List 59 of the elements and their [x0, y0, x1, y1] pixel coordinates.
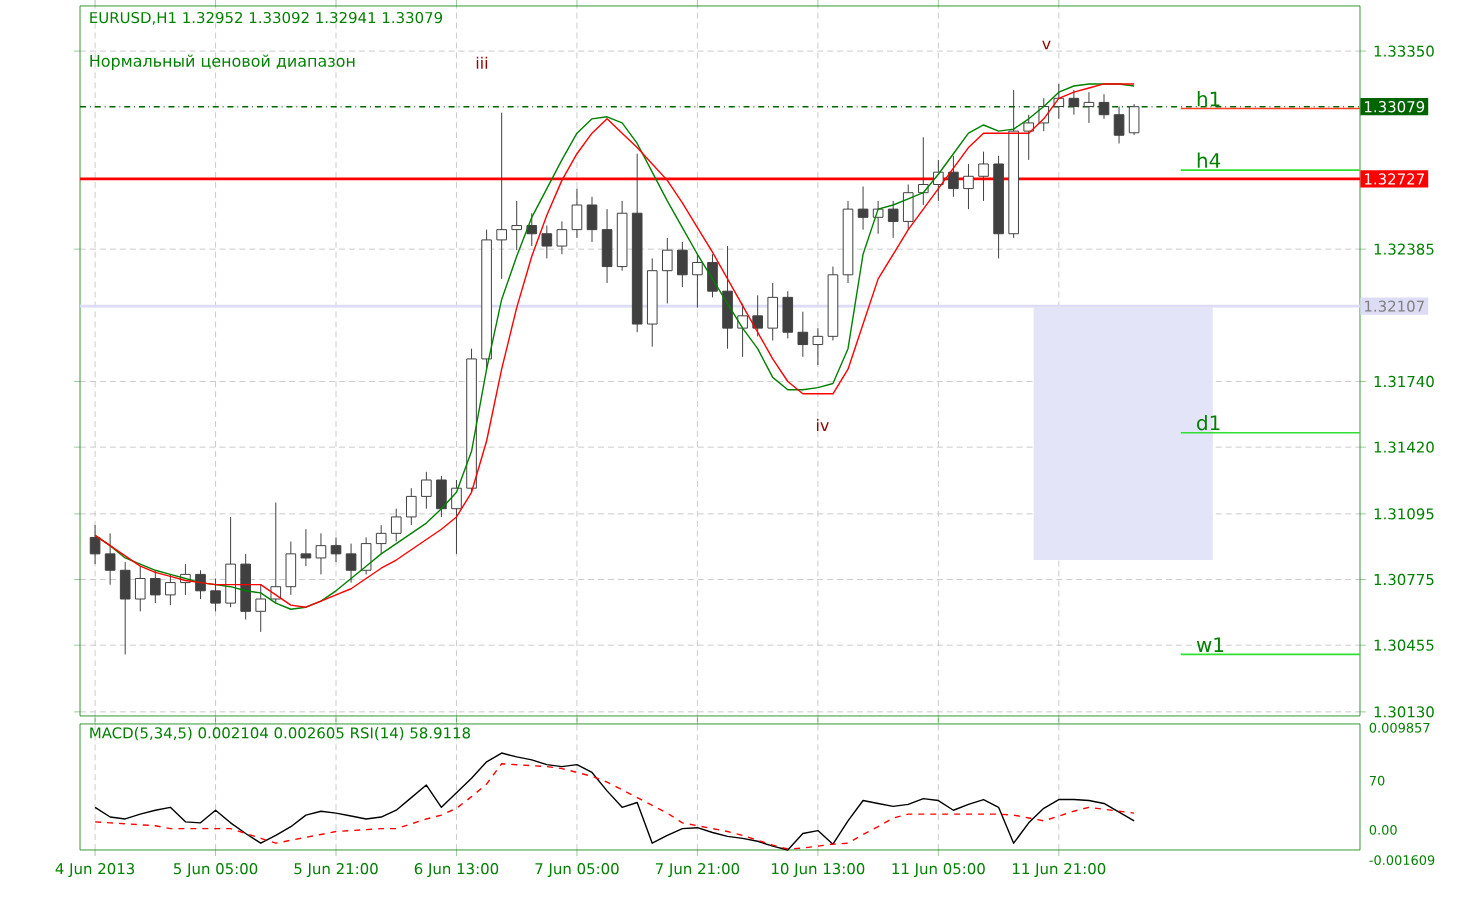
candlestick: [902, 183, 914, 231]
candlestick: [511, 200, 523, 251]
candlestick: [1113, 106, 1125, 144]
candlestick: [210, 577, 221, 612]
candlestick: [270, 502, 282, 604]
candlestick: [330, 536, 342, 563]
candlestick: [165, 573, 176, 606]
candlestick: [119, 561, 131, 655]
candlestick: [89, 524, 101, 565]
candlestick: [797, 311, 809, 358]
candlestick: [752, 294, 763, 337]
candlestick: [948, 155, 959, 198]
ref-line-label: d1: [1197, 414, 1220, 431]
candlestick: [149, 569, 161, 604]
candlestick: [1023, 114, 1035, 161]
candlestick: [255, 584, 267, 633]
candlestick: [586, 196, 598, 243]
candlestick: [1128, 103, 1140, 136]
candlestick: [677, 241, 688, 288]
ref-line-label: h4: [1197, 152, 1221, 168]
candlestick: [1098, 93, 1110, 120]
candlestick: [812, 327, 824, 366]
candlestick: [300, 528, 312, 567]
candlestick: [195, 569, 206, 600]
candlestick: [375, 524, 387, 555]
candlestick: [978, 151, 989, 202]
candlestick: [722, 245, 733, 350]
candlestick: [556, 220, 568, 255]
candlestick: [782, 290, 794, 339]
candlestick: [451, 479, 462, 555]
candlestick: [345, 543, 357, 584]
candlestick: [707, 253, 718, 298]
candlestick: [1068, 89, 1080, 116]
ref-line-label: h1: [1197, 91, 1220, 107]
candlestick: [857, 186, 869, 231]
candlestick: [601, 208, 613, 284]
candlestick: [692, 253, 703, 309]
candlestick: [315, 532, 327, 575]
candlestick: [661, 237, 673, 305]
candlestick: [240, 553, 251, 621]
candlestick: [496, 112, 507, 280]
candlestick: [360, 536, 372, 575]
candlestick: [405, 487, 417, 526]
candlestick: [390, 508, 402, 543]
candlestick: [541, 225, 553, 259]
candlestick: [1083, 91, 1095, 124]
candlestick: [963, 163, 974, 210]
candlestick: [134, 565, 146, 612]
candlestick: [887, 200, 899, 239]
candlestick: [421, 471, 432, 510]
candlestick: [285, 541, 297, 596]
candlestick: [767, 282, 779, 341]
candlestick: [737, 303, 748, 358]
candlestick: [526, 212, 538, 247]
candlestick: [571, 188, 583, 239]
ref-line-label: w1: [1196, 637, 1224, 653]
candlestick: [104, 532, 116, 586]
candlestick: [225, 516, 236, 608]
candlestick: [436, 475, 447, 518]
